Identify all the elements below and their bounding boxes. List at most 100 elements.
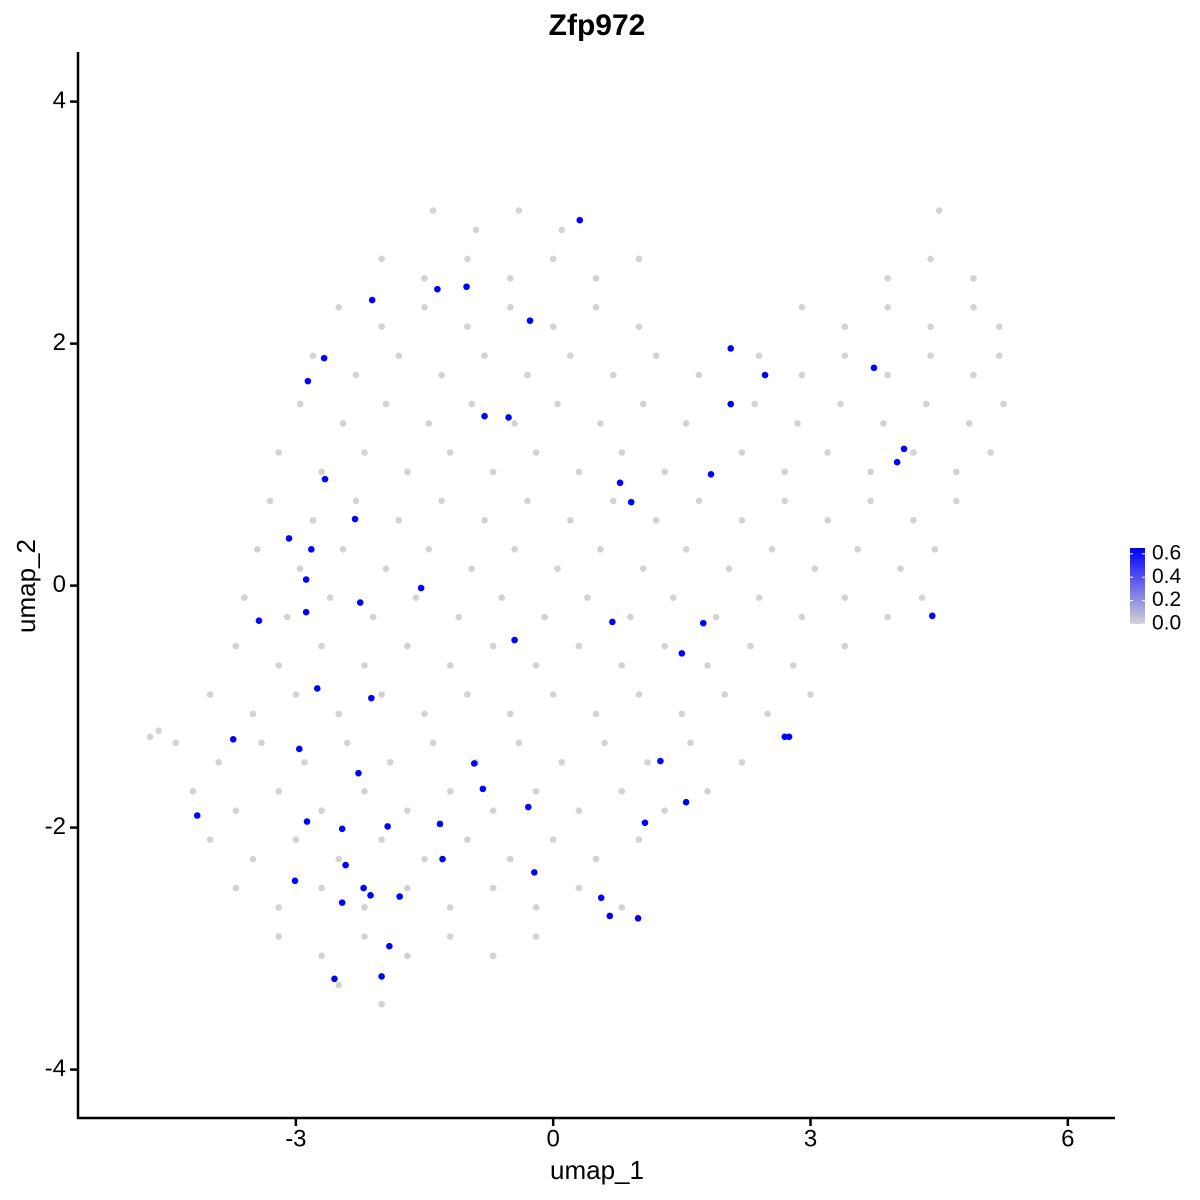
cell-point: [481, 516, 488, 524]
cell-point: [355, 769, 362, 777]
cell-point: [532, 788, 540, 795]
cell-point: [396, 893, 403, 900]
cell-point: [339, 420, 347, 427]
cell-point: [172, 739, 180, 747]
cell-point: [524, 497, 531, 505]
cell-point: [661, 642, 668, 650]
cell-point: [506, 855, 514, 863]
cell-point: [987, 449, 994, 456]
cell-point: [597, 546, 604, 553]
cell-point: [292, 691, 300, 698]
cell-point: [927, 352, 934, 360]
cell-point: [318, 952, 325, 960]
cell-point: [910, 449, 917, 456]
cell-point: [567, 516, 574, 524]
cell-point: [378, 323, 385, 330]
cell-point: [884, 274, 892, 282]
x-axis-label: umap_1: [550, 1155, 644, 1185]
cell-point: [601, 739, 608, 747]
cell-point: [592, 274, 600, 282]
cell-point: [824, 516, 831, 524]
cell-point: [352, 371, 360, 379]
cell-point: [811, 565, 819, 572]
cell-point: [747, 642, 754, 650]
x-tick-label: 6: [1061, 1125, 1074, 1152]
cell-point: [618, 788, 626, 795]
cell-point: [761, 371, 769, 379]
cell-point: [309, 352, 317, 360]
cell-point: [506, 710, 514, 718]
cell-point: [232, 642, 240, 650]
cell-point: [320, 354, 328, 362]
cell-point: [751, 400, 759, 408]
cell-point: [464, 323, 471, 330]
cell-point: [285, 535, 293, 542]
cell-point: [738, 758, 746, 766]
cell-point: [618, 662, 626, 669]
cell-point: [970, 371, 977, 379]
cell-point: [727, 400, 735, 408]
cell-point: [463, 283, 470, 291]
cell-point: [249, 710, 257, 718]
cell-point: [258, 739, 265, 747]
cell-point: [575, 642, 583, 650]
cell-point: [464, 255, 471, 263]
cell-point: [549, 323, 557, 330]
cell-point: [386, 758, 394, 766]
cell-point: [361, 449, 368, 456]
chart-title: Zfp972: [549, 9, 646, 42]
cell-point: [525, 803, 532, 811]
cell-point: [382, 400, 390, 408]
cell-point: [446, 449, 454, 456]
cell-point: [351, 515, 359, 523]
cell-point: [361, 904, 368, 911]
cell-point: [429, 739, 437, 747]
cell-point: [505, 414, 512, 421]
cell-point: [421, 710, 428, 718]
cell-point: [229, 735, 237, 743]
cell-point: [318, 807, 325, 814]
cell-point: [417, 584, 425, 592]
cell-point: [549, 255, 557, 263]
cell-point: [446, 904, 454, 911]
x-tick-label: -3: [285, 1125, 306, 1152]
cell-point: [335, 304, 343, 311]
cell-point: [841, 323, 849, 330]
cell-point: [489, 642, 497, 650]
cell-point: [468, 400, 475, 408]
cell-point: [558, 226, 566, 234]
cell-point: [652, 352, 660, 360]
cell-point: [929, 612, 936, 620]
cell-point: [421, 304, 428, 311]
cell-point: [900, 445, 908, 453]
cell-point: [965, 420, 973, 427]
cell-point: [318, 884, 325, 892]
cell-point: [927, 255, 934, 263]
cell-point: [970, 274, 977, 282]
x-tick-label: 3: [804, 1125, 817, 1152]
cell-point: [425, 546, 433, 553]
cell-point: [352, 497, 360, 505]
cell-point: [597, 894, 605, 902]
cell-point: [669, 594, 677, 602]
colorbar: [1130, 548, 1145, 624]
cell-point: [953, 468, 960, 476]
cell-point: [931, 546, 939, 553]
cell-point: [506, 304, 514, 311]
cell-point: [511, 420, 518, 427]
cell-point: [314, 685, 321, 692]
cell-point: [764, 710, 771, 718]
cell-point: [995, 352, 1003, 360]
cell-point: [421, 274, 428, 282]
cell-point: [627, 498, 635, 506]
cell-point: [506, 274, 514, 282]
cell-point: [841, 594, 849, 602]
cell-point: [695, 497, 703, 505]
cell-point: [953, 497, 960, 505]
cell-point: [436, 820, 444, 828]
colorbar-tick-label: 0.2: [1152, 588, 1181, 611]
cell-point: [275, 904, 283, 911]
cell-point: [567, 352, 574, 360]
cell-point: [884, 304, 892, 311]
